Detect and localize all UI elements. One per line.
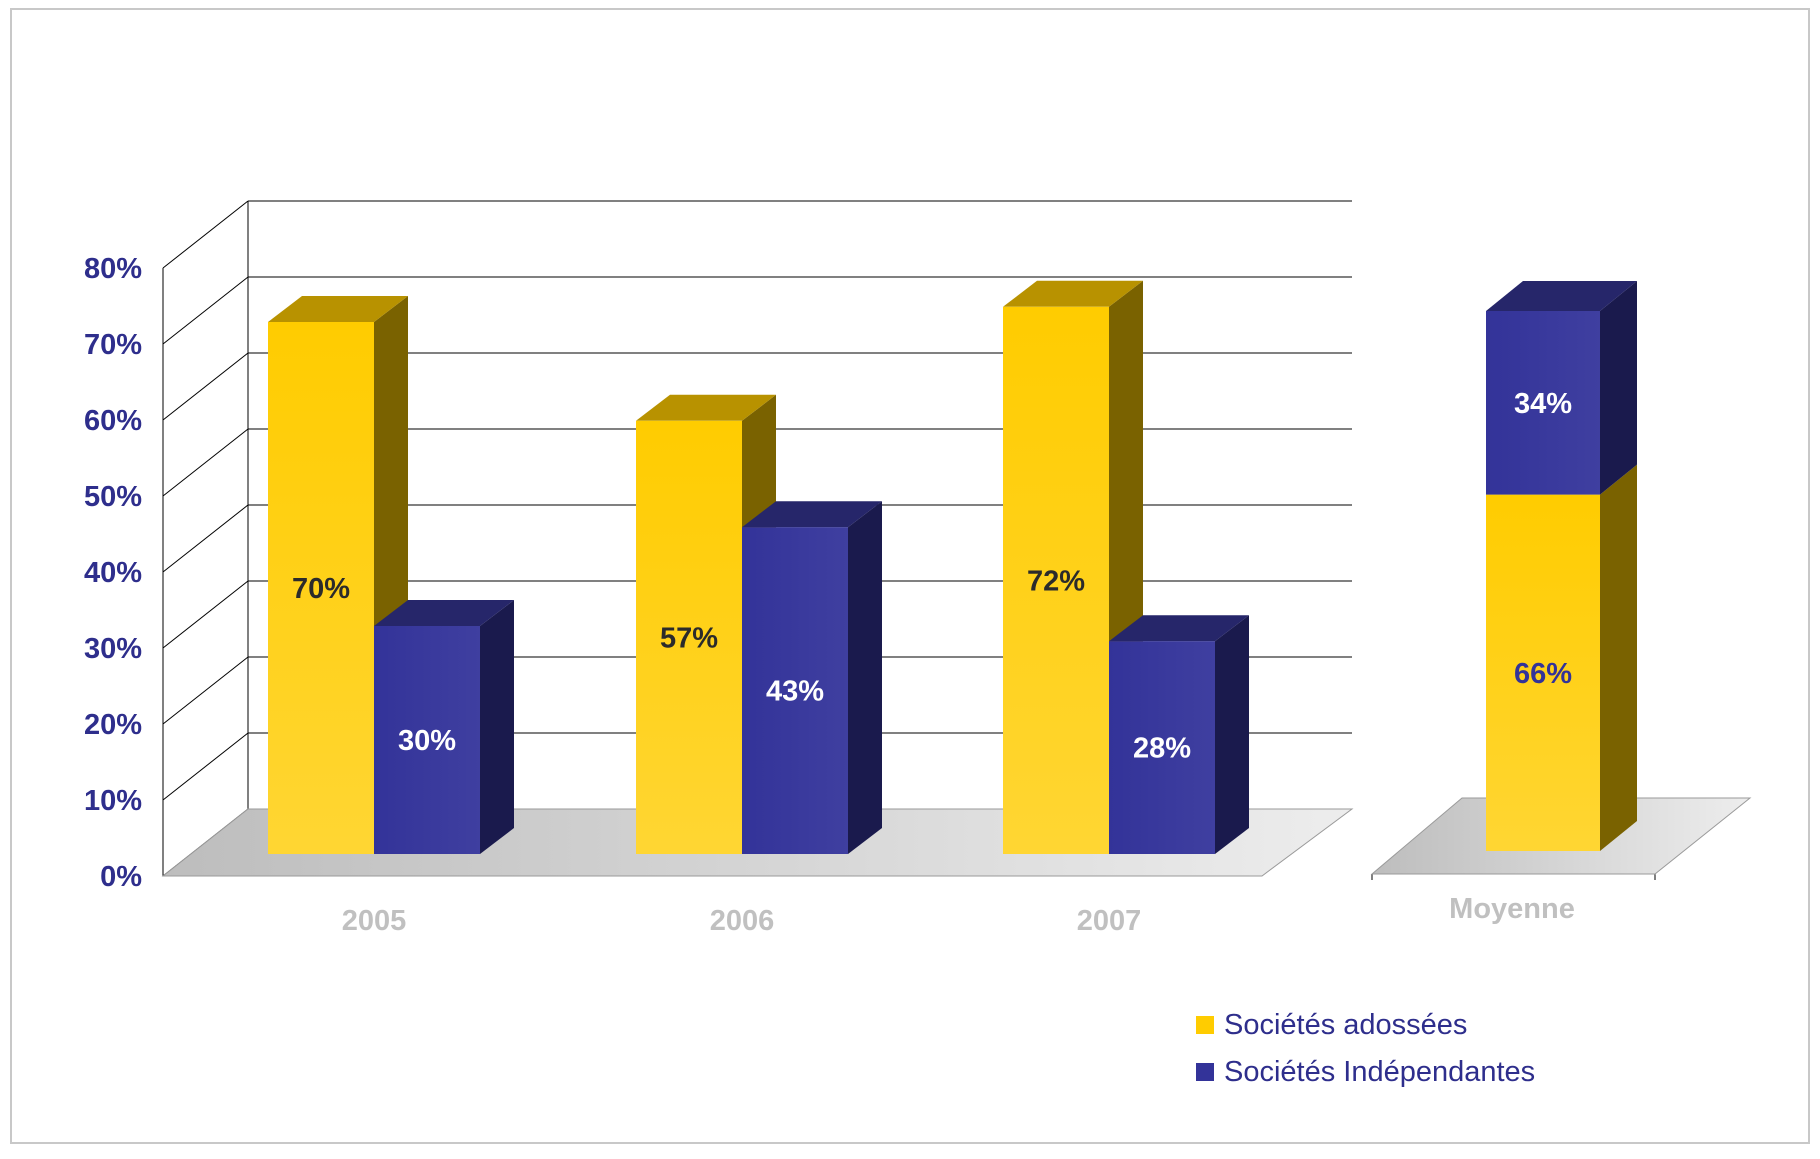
bar-moyenne-adossees-front [1486,494,1600,851]
y-tick-label: 60% [84,405,142,437]
bar-2006-independantes: 43% [742,501,882,854]
y-tick-label: 40% [84,557,142,589]
bar-2007-adossees-data-label: 72% [1027,565,1085,597]
bar-2007-independantes-top [1109,615,1249,642]
x-tick-label-2005: 2005 [342,905,407,937]
gridline-side [162,504,249,573]
gridline-side [162,200,249,269]
y-tick-label: 50% [84,481,142,513]
y-tick-label: 10% [84,785,142,817]
bar-moyenne-independantes-top [1486,281,1637,311]
bar-2006-adossees-front [636,420,742,854]
x-tick-label-2007: 2007 [1077,905,1142,937]
bar-2007-independantes-side [1215,615,1249,854]
y-tick-label: 0% [100,861,142,893]
y-axis-tick-labels: 0% 10% 20% 30% 40% 50% 60% 70% 80% [84,253,142,893]
bar-2007-independantes-front [1109,641,1215,854]
bar-2006-independantes-top [742,501,882,528]
y-tick-label: 70% [84,329,142,361]
y-tick-label: 30% [84,633,142,665]
bar-2007-adossees-top [1003,280,1143,307]
bar-2005-independantes-front [374,626,480,854]
legend-item-independantes: Sociétés Indépendantes [1196,1055,1535,1089]
legend-item-adossees: Sociétés adossées [1196,1008,1535,1042]
bar-2006-adossees-top [636,394,776,421]
bar-2006-adossees-data-label: 57% [660,622,718,654]
gridline-side [162,276,249,345]
bar-2005-independantes-top [374,600,514,626]
bars: 70% 30% 57% 43% 72% 28% 66% 34% [268,280,1637,854]
legend-label-independantes: Sociétés Indépendantes [1224,1055,1536,1088]
bar-2007-adossees-front [1003,306,1109,854]
gridline-side [162,352,249,421]
x-axis-category-labels: 2005 2006 2007 Moyenne [342,893,1575,937]
x-tick-label-moyenne: Moyenne [1449,893,1575,925]
legend-swatch-independantes [1196,1063,1214,1081]
bar-2005-adossees-front [268,322,374,854]
bar-moyenne-independantes: 34% [1486,281,1637,495]
bar-2005-adossees-data-label: 70% [292,573,350,605]
gridline-side [162,428,249,497]
bar-2006-independantes-side [848,501,882,854]
gridline-side [162,656,249,725]
bar-2005-adossees-top [268,296,408,322]
bar-2005-independantes-data-label: 30% [398,725,456,757]
gridline-side [162,580,249,649]
bar-2005-independantes-side [480,600,514,854]
legend-swatch-adossees [1196,1016,1214,1034]
bar-moyenne-independantes-front [1486,311,1600,495]
bar-2005-adossees: 70% [268,296,408,854]
gridline-side [162,732,249,801]
bar-2006-independantes-data-label: 43% [766,676,824,708]
legend-label-adossees: Sociétés adossées [1224,1008,1468,1041]
y-tick-label: 80% [84,253,142,285]
y-tick-label: 20% [84,709,142,741]
legend: Sociétés adossées Sociétés Indépendantes [1196,1008,1535,1089]
bar-2007-independantes-data-label: 28% [1133,733,1191,765]
bar-moyenne-adossees-data-label: 66% [1514,658,1572,690]
bar-2005-independantes: 30% [374,600,514,854]
bar-moyenne-adossees: 66% [1486,464,1637,851]
x-tick-label-2006: 2006 [710,905,775,937]
bar-moyenne-independantes-data-label: 34% [1514,388,1572,420]
bar-moyenne-independantes-side [1600,281,1637,495]
bar-2006-independantes-front [742,527,848,854]
bar-moyenne-adossees-side [1600,464,1637,851]
bar-2007-independantes: 28% [1109,615,1249,854]
